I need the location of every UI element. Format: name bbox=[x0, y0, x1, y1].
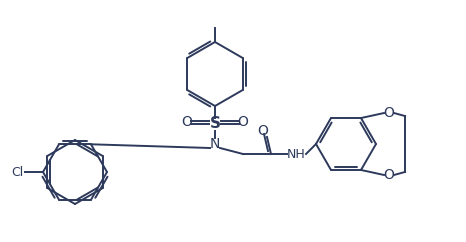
Text: O: O bbox=[384, 168, 394, 182]
Text: S: S bbox=[210, 116, 220, 131]
Text: NH: NH bbox=[287, 148, 305, 160]
Text: O: O bbox=[258, 124, 268, 138]
Text: Cl: Cl bbox=[11, 166, 23, 179]
Text: O: O bbox=[182, 115, 192, 129]
Text: N: N bbox=[210, 137, 220, 151]
Text: O: O bbox=[238, 115, 248, 129]
Text: O: O bbox=[384, 106, 394, 120]
